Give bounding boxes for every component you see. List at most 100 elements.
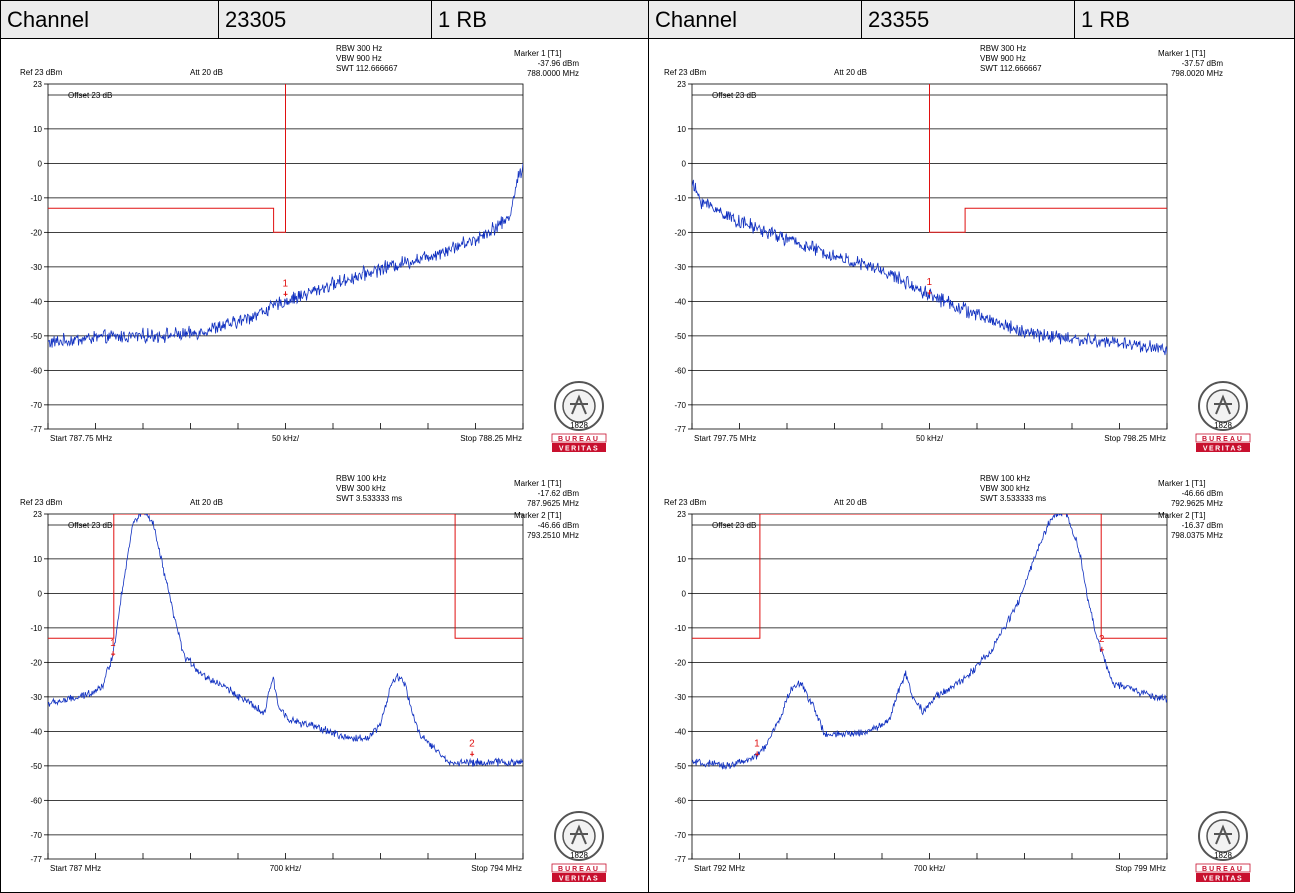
y-tick-label: -40 [30, 727, 42, 736]
y-tick-label: -77 [674, 855, 686, 864]
vbw-label: VBW 300 kHz [980, 484, 1030, 493]
marker-info-title: Marker 1 [T1] [1158, 49, 1206, 58]
offset-label: Offset 23 dB [712, 521, 756, 530]
y-tick-label: 0 [38, 159, 43, 168]
y-tick-label: -50 [30, 332, 42, 341]
rbw-label: RBW 300 Hz [336, 44, 382, 53]
x-stop-label: Stop 798.25 MHz [1104, 434, 1166, 443]
vbw-label: VBW 900 Hz [980, 54, 1026, 63]
header-rb-right: 1 RB [1074, 0, 1295, 39]
y-tick-label: -30 [674, 263, 686, 272]
y-tick-label: -30 [30, 693, 42, 702]
spectrum-trace [48, 162, 523, 348]
y-tick-label: 10 [33, 555, 42, 564]
bureau-veritas-logo-icon [554, 811, 604, 861]
marker-info-freq: 792.9625 MHz [1171, 499, 1223, 508]
offset-label: Offset 23 dB [68, 521, 112, 530]
x-start-label: Start 792 MHz [694, 864, 745, 873]
logo-band-bottom [1196, 873, 1250, 882]
logo-band-bottom [1196, 443, 1250, 452]
y-tick-label: 10 [33, 125, 42, 134]
y-tick-label: -30 [674, 693, 686, 702]
y-tick-label: 10 [677, 125, 686, 134]
marker-number-label: 1 [754, 738, 760, 749]
attenuation-label: Att 20 dB [834, 498, 867, 507]
spectrum-trace [692, 514, 1167, 770]
header-channel-left: 23305 [218, 0, 432, 39]
logo-year: 1828 [570, 851, 588, 860]
y-tick-label: 23 [677, 80, 686, 89]
ref-level-label: Ref 23 dBm [20, 498, 63, 507]
attenuation-label: Att 20 dB [190, 498, 223, 507]
logo-text-veritas: VERITAS [559, 446, 599, 453]
offset-label: Offset 23 dB [712, 91, 756, 100]
logo-text-veritas: VERITAS [1203, 446, 1243, 453]
bureau-veritas-logo-icon [554, 381, 604, 431]
marker-info-level: -46.66 dBm [538, 521, 580, 530]
logo-band-bottom [552, 873, 606, 882]
y-tick-label: -10 [30, 624, 42, 633]
y-tick-label: -60 [30, 366, 42, 375]
marker-number-label: 1 [110, 638, 116, 649]
marker-info-title: Marker 2 [T1] [514, 511, 562, 520]
logo-band-top [1195, 863, 1251, 873]
x-division-label: 700 kHz/ [914, 864, 946, 873]
logo-text-veritas: VERITAS [1203, 876, 1243, 883]
y-tick-label: 23 [33, 510, 42, 519]
marker-info-title: Marker 1 [T1] [1158, 479, 1206, 488]
attenuation-label: Att 20 dB [190, 68, 223, 77]
y-tick-label: -60 [30, 796, 42, 805]
ref-level-label: Ref 23 dBm [664, 68, 707, 77]
marker-info-freq: 793.2510 MHz [527, 531, 579, 540]
x-stop-label: Stop 799 MHz [1115, 864, 1166, 873]
x-division-label: 50 kHz/ [916, 434, 944, 443]
y-tick-label: -20 [674, 228, 686, 237]
logo-band-bottom [552, 443, 606, 452]
y-tick-label: -60 [674, 366, 686, 375]
marker-info-freq: 798.0020 MHz [1171, 69, 1223, 78]
y-tick-label: -60 [674, 796, 686, 805]
y-tick-label: -10 [674, 624, 686, 633]
limit-line [48, 84, 286, 233]
x-division-label: 50 kHz/ [272, 434, 300, 443]
x-start-label: Start 787 MHz [50, 864, 101, 873]
y-tick-label: -40 [674, 727, 686, 736]
y-tick-label: -77 [30, 855, 42, 864]
logo-text-veritas: VERITAS [559, 876, 599, 883]
rbw-label: RBW 300 Hz [980, 44, 1026, 53]
marker-info-freq: 788.0000 MHz [527, 69, 579, 78]
marker-info-level: -16.37 dBm [1182, 521, 1224, 530]
ref-level-label: Ref 23 dBm [20, 68, 63, 77]
marker-info-title: Marker 1 [T1] [514, 479, 562, 488]
offset-label: Offset 23 dB [68, 91, 112, 100]
logo-year: 1828 [1214, 421, 1232, 430]
y-tick-label: 23 [677, 510, 686, 519]
marker-info-level: -37.96 dBm [538, 59, 580, 68]
x-stop-label: Stop 788.25 MHz [460, 434, 522, 443]
logo-text-bureau: BUREAU [1202, 436, 1244, 443]
marker-info-title: Marker 1 [T1] [514, 49, 562, 58]
marker-number-label: 1 [283, 278, 289, 289]
y-tick-label: 0 [38, 589, 43, 598]
header-label-left: Channel [0, 0, 219, 39]
marker-number-label: 2 [1099, 634, 1105, 645]
limit-line [929, 84, 1167, 233]
logo-text-bureau: BUREAU [558, 436, 600, 443]
y-tick-label: -70 [674, 401, 686, 410]
marker-info-level: -17.62 dBm [538, 489, 580, 498]
bureau-veritas-logo-icon [1198, 381, 1248, 431]
plot-frame [47, 513, 524, 860]
logo-year: 1828 [1214, 851, 1232, 860]
y-tick-label: -50 [674, 332, 686, 341]
rbw-label: RBW 100 kHz [980, 474, 1030, 483]
x-start-label: Start 787.75 MHz [50, 434, 112, 443]
marker-info-level: -46.66 dBm [1182, 489, 1224, 498]
logo-year: 1828 [570, 421, 588, 430]
y-tick-label: -50 [30, 762, 42, 771]
limit-line [692, 514, 1167, 639]
marker-info-title: Marker 2 [T1] [1158, 511, 1206, 520]
x-start-label: Start 797.75 MHz [694, 434, 756, 443]
